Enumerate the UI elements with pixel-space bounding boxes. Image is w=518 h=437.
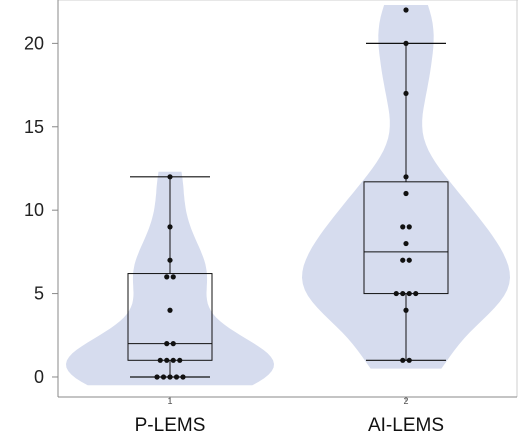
data-point	[167, 174, 173, 180]
data-point	[406, 357, 412, 363]
data-point	[164, 357, 170, 363]
data-point	[160, 374, 167, 380]
data-point	[403, 190, 409, 197]
data-point	[406, 257, 412, 263]
data-point	[177, 357, 183, 363]
x-index-label: 2	[403, 396, 408, 406]
data-point	[170, 341, 176, 347]
x-category-label: AI-LEMS	[368, 415, 444, 436]
data-point	[157, 357, 163, 363]
data-point	[167, 257, 173, 263]
y-tick-label: 10	[24, 200, 44, 220]
data-point	[403, 7, 409, 13]
y-tick-label: 0	[34, 367, 44, 387]
data-point	[170, 274, 176, 280]
data-point	[400, 357, 406, 363]
data-point	[403, 174, 409, 180]
data-point	[393, 290, 399, 297]
x-index-label: 1	[167, 396, 172, 406]
data-point	[403, 240, 409, 247]
data-point	[403, 40, 409, 46]
data-point	[167, 224, 173, 230]
iqr-box	[127, 273, 213, 361]
data-point	[413, 290, 419, 297]
data-point	[170, 357, 176, 363]
violin-p-lems	[66, 171, 274, 386]
x-category-label: P-LEMS	[135, 415, 206, 436]
data-point	[400, 224, 406, 230]
data-point	[400, 257, 406, 263]
y-tick-label: 15	[24, 117, 44, 137]
data-point	[154, 374, 160, 380]
iqr-box	[363, 181, 449, 295]
data-point	[180, 374, 186, 380]
data-point	[173, 374, 180, 380]
data-point	[400, 290, 406, 297]
data-point	[164, 341, 170, 347]
y-tick-label: 5	[34, 284, 44, 304]
data-point	[406, 290, 412, 297]
violin-ai-lems	[302, 5, 510, 369]
data-point	[167, 374, 173, 380]
y-tick-label: 20	[24, 33, 44, 53]
data-point	[403, 307, 409, 313]
data-point	[403, 90, 409, 97]
data-point	[406, 224, 412, 230]
data-point	[167, 307, 173, 313]
data-point	[164, 274, 170, 280]
